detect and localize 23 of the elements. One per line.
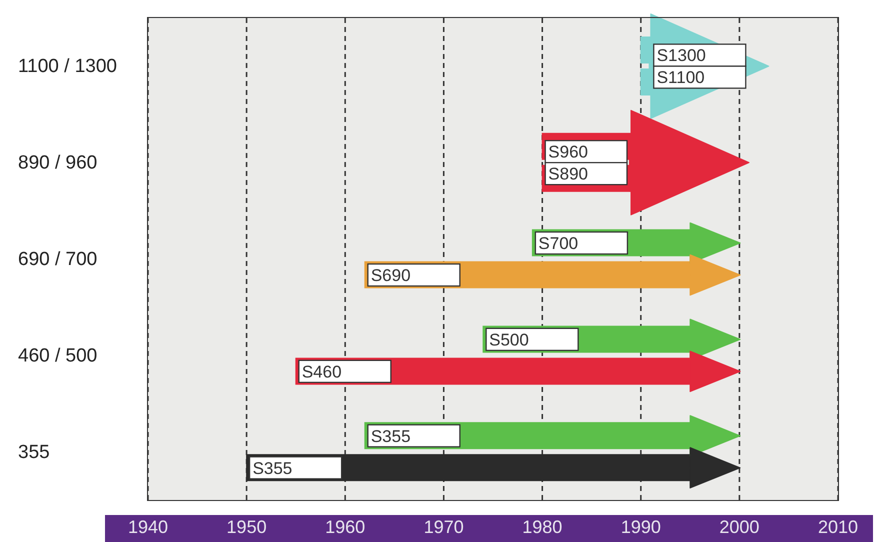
y-tick-label: 355 (18, 442, 50, 463)
x-tick-label: 1980 (522, 517, 562, 537)
data-label: S1100 (656, 68, 705, 88)
x-tick-label: 1970 (424, 517, 464, 537)
x-tick-label: 2000 (719, 517, 760, 537)
y-tick-label: 690 / 700 (18, 249, 98, 270)
data-label: S960 (548, 142, 588, 162)
x-tick-label: 1990 (620, 517, 661, 537)
y-tick-label: 460 / 500 (18, 345, 98, 366)
data-label: S460 (302, 362, 342, 382)
y-tick-label: 1100 / 1300 (18, 56, 117, 78)
data-label: S355 (252, 458, 292, 478)
data-label: S500 (489, 330, 529, 350)
data-label: S890 (548, 164, 588, 184)
data-label: S700 (538, 234, 578, 253)
data-label: S690 (370, 266, 411, 285)
x-tick-label: 1950 (226, 517, 267, 537)
x-tick-label: 2010 (818, 517, 858, 537)
data-label: S355 (370, 426, 411, 446)
x-tick-label: 1940 (128, 517, 168, 537)
data-label: S1300 (656, 46, 706, 66)
x-tick-label: 1960 (325, 517, 366, 537)
y-tick-label: 890 / 960 (18, 152, 98, 174)
